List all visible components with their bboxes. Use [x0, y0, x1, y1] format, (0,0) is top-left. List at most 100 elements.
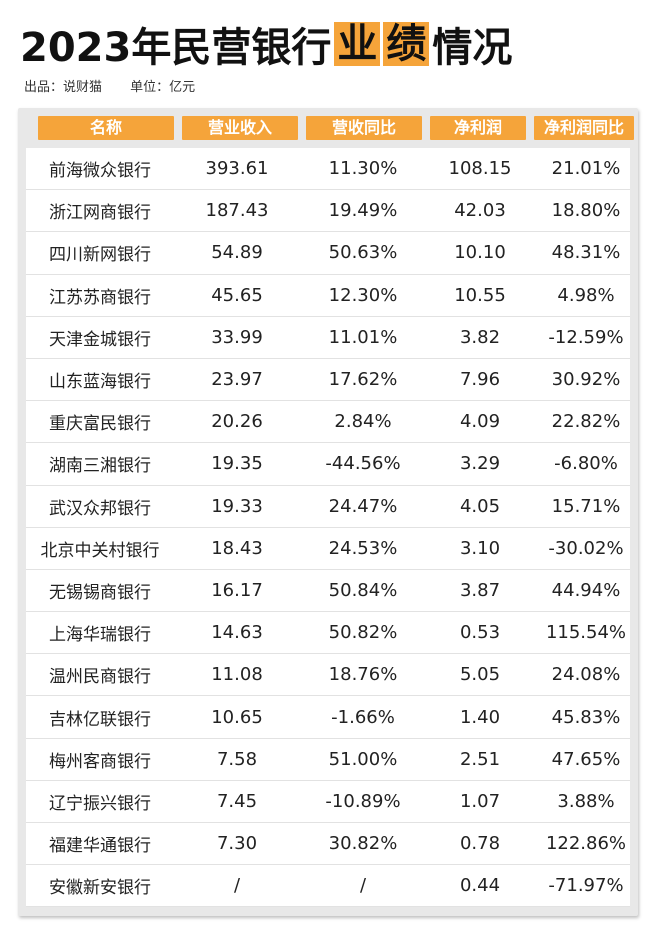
net-profit-cell: 3.82 [459, 326, 501, 348]
table-body: 前海微众银行 393.61 11.30% 108.15 21.01% 浙江网商银行 187.… [26, 148, 630, 908]
title-prefix: 2023年民营银行 [20, 25, 332, 71]
net-profit-cell: 4.09 [459, 411, 501, 433]
net-profit-yoy-cell: 45.83% [551, 706, 621, 728]
table-row: 梅州客商银行 7.58 51.00% 2.51 47.65% [26, 738, 630, 781]
revenue-cell: 7.58 [216, 748, 258, 770]
revenue-yoy-cell: 24.47% [328, 495, 398, 517]
bank-name-cell: 无锡锡商银行 [49, 582, 151, 603]
bank-name-cell: 北京中关村银行 [40, 540, 160, 561]
revenue-cell: 19.33 [211, 495, 263, 517]
revenue-cell: 33.99 [211, 326, 263, 348]
net-profit-yoy-cell: -12.59% [548, 326, 624, 348]
net-profit-cell: 10.55 [454, 284, 506, 306]
net-profit-yoy-cell: 24.08% [551, 664, 621, 686]
revenue-cell: 7.45 [216, 790, 258, 812]
header-net-profit: 净利润 [430, 116, 526, 140]
net-profit-yoy-cell: 30.92% [551, 369, 621, 391]
revenue-cell: 393.61 [205, 158, 269, 180]
revenue-yoy-cell: 50.82% [328, 622, 398, 644]
revenue-cell: 14.63 [211, 622, 263, 644]
bank-name-cell: 浙江网商银行 [49, 203, 151, 224]
table-row: 武汉众邦银行 19.33 24.47% 4.05 15.71% [26, 485, 630, 528]
revenue-cell: 54.89 [211, 242, 263, 264]
revenue-yoy-cell: 24.53% [328, 537, 398, 559]
net-profit-yoy-cell: 21.01% [551, 158, 621, 180]
net-profit-yoy-cell: 18.80% [551, 200, 621, 222]
revenue-cell: 23.97 [211, 369, 263, 391]
title-highlight-2: 绩 [383, 22, 430, 66]
bank-name-cell: 天津金城银行 [49, 329, 151, 350]
bank-name-cell: 前海微众银行 [49, 161, 151, 182]
table-row: 福建华通银行 7.30 30.82% 0.78 122.86% [26, 823, 630, 866]
bank-name-cell: 湖南三湘银行 [49, 456, 151, 477]
net-profit-cell: 10.10 [454, 242, 506, 264]
net-profit-cell: 2.51 [459, 748, 501, 770]
table-row: 前海微众银行 393.61 11.30% 108.15 21.01% [26, 148, 630, 191]
bank-name-cell: 重庆富民银行 [49, 414, 151, 435]
net-profit-yoy-cell: 115.54% [545, 622, 627, 644]
revenue-cell: 10.65 [211, 706, 263, 728]
revenue-yoy-cell: -1.66% [331, 706, 395, 728]
table-row: 四川新网银行 54.89 50.63% 10.10 48.31% [26, 232, 630, 275]
revenue-cell: 187.43 [205, 200, 269, 222]
bank-name-cell: 四川新网银行 [49, 245, 151, 266]
header-revenue: 营业收入 [182, 116, 298, 140]
revenue-yoy-cell: 30.82% [328, 833, 398, 855]
header-name: 名称 [38, 116, 174, 140]
net-profit-cell: 0.53 [459, 622, 501, 644]
unit-label: 单位：亿元 [130, 80, 196, 95]
table-row: 北京中关村银行 18.43 24.53% 3.10 -30.02% [26, 527, 630, 570]
net-profit-cell: 3.10 [459, 537, 501, 559]
bank-name-cell: 温州民商银行 [49, 667, 151, 688]
revenue-cell: / [233, 875, 241, 897]
table-row: 温州民商银行 11.08 18.76% 5.05 24.08% [26, 654, 630, 697]
bank-name-cell: 安徽新安银行 [49, 878, 151, 899]
revenue-yoy-cell: / [359, 875, 367, 897]
net-profit-cell: 1.07 [459, 790, 501, 812]
revenue-yoy-cell: 19.49% [328, 200, 398, 222]
header-revenue-yoy: 营收同比 [306, 116, 422, 140]
page-title: 2023年民营银行 业 绩 情况 [20, 14, 512, 74]
revenue-yoy-cell: 11.30% [328, 158, 398, 180]
net-profit-cell: 4.05 [459, 495, 501, 517]
title-highlight-1: 业 [334, 22, 381, 66]
bank-name-cell: 吉林亿联银行 [49, 709, 151, 730]
revenue-yoy-cell: 50.63% [328, 242, 398, 264]
revenue-yoy-cell: 11.01% [328, 326, 398, 348]
table-row: 吉林亿联银行 10.65 -1.66% 1.40 45.83% [26, 696, 630, 739]
title-suffix: 情况 [432, 25, 513, 71]
revenue-cell: 20.26 [211, 411, 263, 433]
net-profit-cell: 0.44 [459, 875, 501, 897]
table-row: 安徽新安银行 / / 0.44 -71.97% [26, 865, 630, 908]
revenue-yoy-cell: 18.76% [328, 664, 398, 686]
net-profit-yoy-cell: -6.80% [554, 453, 618, 475]
bank-name-cell: 福建华通银行 [49, 836, 151, 857]
revenue-yoy-cell: -44.56% [325, 453, 401, 475]
table-row: 山东蓝海银行 23.97 17.62% 7.96 30.92% [26, 358, 630, 402]
net-profit-cell: 5.05 [459, 664, 501, 686]
net-profit-cell: 7.96 [459, 369, 501, 391]
table-row: 浙江网商银行 187.43 19.49% 42.03 18.80% [26, 190, 630, 233]
net-profit-yoy-cell: 47.65% [551, 748, 621, 770]
table-row: 湖南三湘银行 19.35 -44.56% 3.29 -6.80% [26, 443, 630, 486]
net-profit-yoy-cell: 22.82% [551, 411, 621, 433]
bank-name-cell: 山东蓝海银行 [49, 372, 151, 393]
revenue-yoy-cell: 50.84% [328, 579, 398, 601]
publisher-label: 出品：说财猫 [24, 80, 103, 95]
net-profit-yoy-cell: 44.94% [551, 579, 621, 601]
net-profit-yoy-cell: 3.88% [557, 790, 615, 812]
revenue-yoy-cell: 17.62% [328, 369, 398, 391]
header-net-profit-yoy: 净利润同比 [534, 116, 634, 140]
table-row: 上海华瑞银行 14.63 50.82% 0.53 115.54% [26, 612, 630, 655]
net-profit-cell: 3.87 [459, 579, 501, 601]
bank-name-cell: 梅州客商银行 [49, 751, 151, 772]
revenue-cell: 19.35 [211, 453, 263, 475]
net-profit-yoy-cell: -30.02% [548, 537, 624, 559]
net-profit-yoy-cell: 4.98% [557, 284, 615, 306]
net-profit-cell: 0.78 [459, 833, 501, 855]
table-row: 重庆富民银行 20.26 2.84% 4.09 22.82% [26, 401, 630, 444]
revenue-cell: 7.30 [216, 833, 258, 855]
revenue-cell: 18.43 [211, 537, 263, 559]
table-row: 无锡锡商银行 16.17 50.84% 3.87 44.94% [26, 569, 630, 613]
table-row: 辽宁振兴银行 7.45 -10.89% 1.07 3.88% [26, 780, 630, 823]
